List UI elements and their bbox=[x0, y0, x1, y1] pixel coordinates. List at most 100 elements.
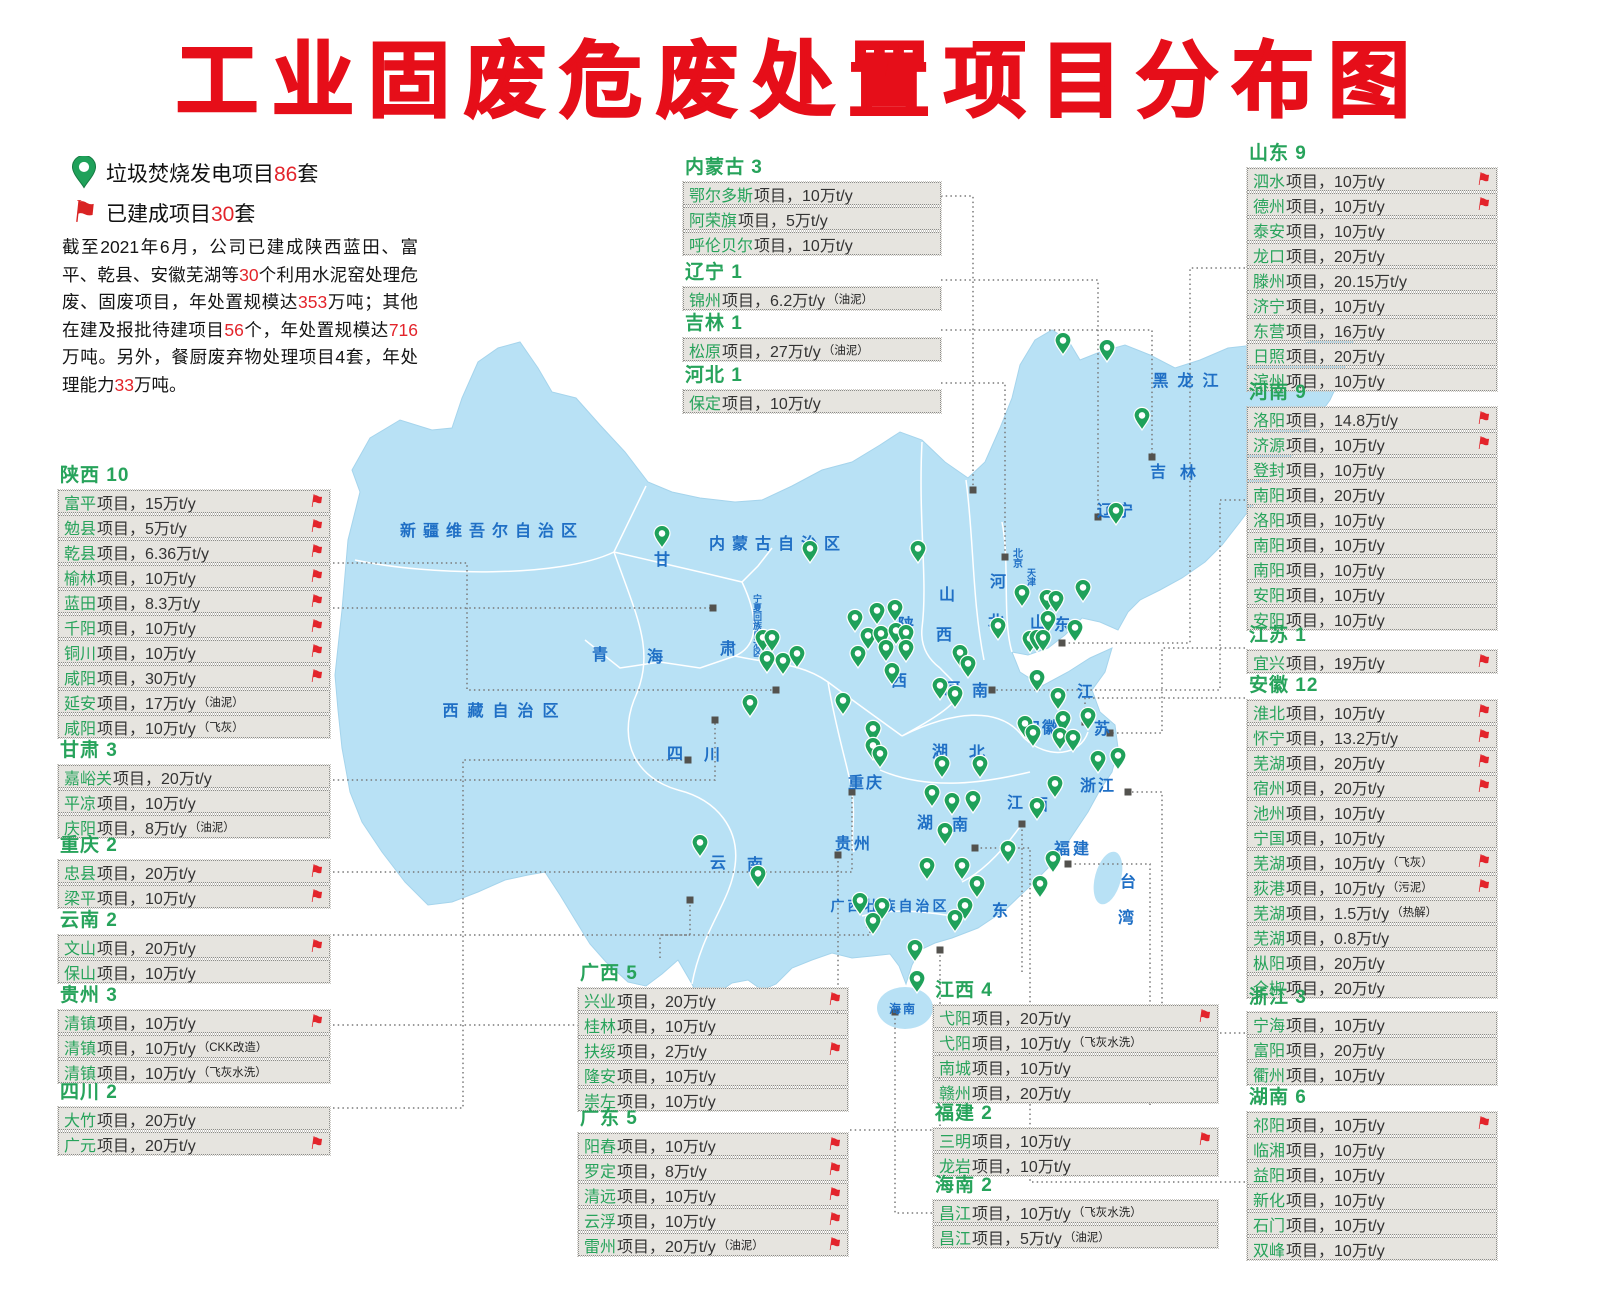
project-row: 清远 项目，10万t/y ⚑ bbox=[577, 1182, 849, 1207]
project-note: （飞灰水洗） bbox=[197, 1066, 267, 1079]
project-place: 兴业 bbox=[584, 993, 617, 1011]
project-pin-icon bbox=[1013, 583, 1031, 609]
project-pin-icon bbox=[1054, 709, 1072, 735]
project-place: 龙岩 bbox=[939, 1158, 972, 1176]
province-group-anhui: 安徽 12 淮北 项目，10万t/y ⚑ 怀宁 项目，13.2万t/y ⚑ 芜湖 项目，20万t… bbox=[1246, 670, 1498, 1000]
project-capacity: 项目，10万t/y bbox=[617, 1213, 716, 1231]
project-note: （飞灰） bbox=[1386, 856, 1433, 869]
project-capacity: 项目，20万t/y bbox=[1286, 955, 1385, 973]
text-segment: 个，年处置规模达 bbox=[243, 319, 389, 340]
province-header: 四川 2 bbox=[60, 1082, 118, 1103]
project-capacity: 项目，20万t/y bbox=[97, 940, 196, 958]
project-place: 南阳 bbox=[1253, 537, 1286, 555]
completed-flag-icon: ⚑ bbox=[825, 1135, 844, 1154]
leader-line bbox=[1110, 647, 1245, 734]
project-capacity: 项目，10万t/y bbox=[1286, 373, 1385, 391]
project-row: 庆阳 项目，8万t/y （油泥） bbox=[57, 814, 331, 839]
province-header: 山东 9 bbox=[1249, 143, 1307, 164]
province-label: 浙江 bbox=[1080, 776, 1116, 795]
project-capacity: 项目，10万t/y bbox=[1286, 1067, 1385, 1085]
project-capacity: 项目，6.2万t/y bbox=[722, 292, 826, 310]
project-row: 勉县 项目，5万t/y ⚑ bbox=[57, 514, 331, 539]
text-segment: 万吨。 bbox=[133, 374, 187, 395]
project-place: 千阳 bbox=[64, 620, 97, 638]
project-row: 忠县 项目，20万t/y ⚑ bbox=[57, 859, 331, 884]
project-capacity: 项目，10万t/y bbox=[754, 237, 853, 255]
project-pin-icon bbox=[868, 601, 886, 627]
project-row: 德州 项目，10万t/y ⚑ bbox=[1246, 192, 1498, 217]
leader-line bbox=[941, 382, 1006, 557]
project-row: 芜湖 项目，1.5万t/y （热解） bbox=[1246, 899, 1498, 924]
project-capacity: 项目，10万t/y bbox=[1286, 855, 1385, 873]
project-capacity: 项目，20万t/y bbox=[97, 865, 196, 883]
project-row: 文山 项目，20万t/y ⚑ bbox=[57, 934, 331, 959]
line-endpoint-marker bbox=[1018, 820, 1026, 828]
project-row: 宁海 项目，10万t/y bbox=[1246, 1011, 1498, 1036]
project-capacity: 项目，17万t/y bbox=[97, 695, 196, 713]
project-place: 阳春 bbox=[584, 1138, 617, 1156]
project-row: 日照 项目，20万t/y bbox=[1246, 342, 1498, 367]
project-row: 益阳 项目，10万t/y bbox=[1246, 1161, 1498, 1186]
project-place: 济源 bbox=[1253, 437, 1286, 455]
project-capacity: 项目，10万t/y bbox=[97, 965, 196, 983]
project-capacity: 项目，20万t/y bbox=[97, 1137, 196, 1155]
text-segment: 万吨；其他在建及报批待建项目 bbox=[62, 292, 419, 340]
line-endpoint-marker bbox=[1001, 553, 1009, 561]
project-capacity: 项目，30万t/y bbox=[97, 670, 196, 688]
project-pin-icon bbox=[741, 693, 759, 719]
province-label: 台 bbox=[1120, 872, 1136, 891]
completed-flag-icon: ⚑ bbox=[307, 862, 326, 881]
project-capacity: 项目，10万t/y bbox=[1286, 223, 1385, 241]
project-row: 清镇 项目，10万t/y ⚑ bbox=[57, 1009, 331, 1034]
text-segment: 已建成项目 bbox=[106, 203, 211, 226]
line-endpoint-marker bbox=[711, 716, 719, 724]
project-place: 芜湖 bbox=[1253, 755, 1286, 773]
province-group-guangxi: 广西 5 兴业 项目，20万t/y ⚑ 桂林 项目，10万t/y 扶绥 项目，2万t/y ⚑ 隆安… bbox=[577, 958, 849, 1113]
completed-flag-icon: ⚑ bbox=[307, 887, 326, 906]
project-row: 滕州 项目，20.15万t/y bbox=[1246, 267, 1498, 292]
project-row: 崇左 项目，10万t/y bbox=[577, 1087, 849, 1112]
project-row: 衢州 项目，10万t/y bbox=[1246, 1061, 1498, 1086]
province-group-liaoning: 辽宁 1 锦州 项目，6.2万t/y （油泥） bbox=[682, 257, 942, 312]
completed-flag-icon: ⚑ bbox=[307, 667, 326, 686]
province-group-hunan: 湖南 6 祁阳 项目，10万t/y ⚑ 临湘 项目，10万t/y 益阳 项目，10万t/y 新化… bbox=[1246, 1082, 1498, 1262]
project-row: 兴业 项目，20万t/y ⚑ bbox=[577, 987, 849, 1012]
project-capacity: 项目，10万t/y bbox=[972, 1158, 1071, 1176]
project-capacity: 项目，10万t/y bbox=[1286, 587, 1385, 605]
project-pin-icon bbox=[918, 856, 936, 882]
project-row: 铜川 项目，10万t/y ⚑ bbox=[57, 639, 331, 664]
project-row: 松原 项目，27万t/y （油泥） bbox=[682, 337, 942, 362]
china-outline bbox=[334, 327, 1359, 1005]
text-segment: 套 bbox=[234, 203, 256, 226]
project-place: 宿州 bbox=[1253, 780, 1286, 798]
leader-line bbox=[333, 900, 691, 936]
project-capacity: 项目，5万t/y bbox=[738, 212, 828, 230]
project-note: （飞灰） bbox=[197, 721, 244, 734]
project-place: 桂林 bbox=[584, 1018, 617, 1036]
completed-flag-icon: ⚑ bbox=[307, 1012, 326, 1031]
province-label: 山 bbox=[939, 586, 955, 604]
province-label: 西藏自治区 bbox=[442, 701, 567, 720]
project-place: 全椒 bbox=[1253, 980, 1286, 998]
project-capacity: 项目，20万t/y bbox=[113, 770, 212, 788]
project-place: 南阳 bbox=[1253, 487, 1286, 505]
project-pin-icon bbox=[1098, 338, 1116, 364]
project-capacity: 项目，10万t/y bbox=[1286, 830, 1385, 848]
province-header: 湖南 6 bbox=[1249, 1087, 1307, 1108]
project-pin-icon bbox=[1079, 706, 1097, 732]
province-header: 河南 9 bbox=[1249, 382, 1307, 403]
project-pin-icon bbox=[989, 616, 1007, 642]
project-capacity: 项目，10万t/y bbox=[972, 1035, 1071, 1053]
project-place: 罗定 bbox=[584, 1163, 617, 1181]
project-capacity: 项目，20万t/y bbox=[1286, 348, 1385, 366]
project-place: 庆阳 bbox=[64, 820, 97, 838]
text-segment: 截至2021年6月，公司已建成陕西蓝田、富平、乾县、安徽芜湖等 bbox=[62, 237, 418, 285]
project-place: 勉县 bbox=[64, 520, 97, 538]
leader-line bbox=[992, 499, 1245, 691]
project-place: 清镇 bbox=[64, 1065, 97, 1083]
project-capacity: 项目，10万t/y bbox=[1286, 562, 1385, 580]
province-label: 西 bbox=[936, 626, 952, 644]
project-place: 益阳 bbox=[1253, 1167, 1286, 1185]
project-row: 三明 项目，10万t/y ⚑ bbox=[932, 1127, 1219, 1152]
